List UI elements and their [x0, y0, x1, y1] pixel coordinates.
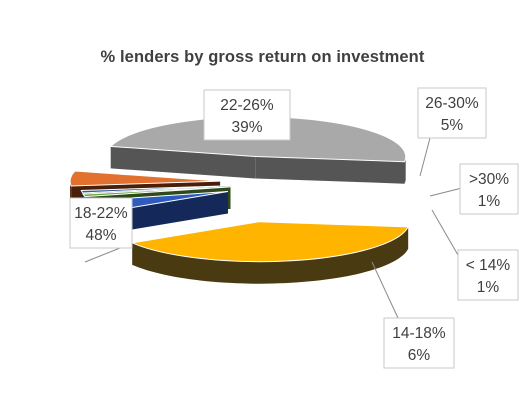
- data-label-3: < 14% 1%: [431, 209, 519, 301]
- category-label-3: < 14%: [466, 257, 511, 274]
- label-box-3: [457, 249, 519, 301]
- data-label-1: 26-30% 5%: [417, 87, 487, 177]
- data-label-2: >30% 1%: [429, 163, 519, 215]
- label-box-5: [69, 197, 133, 249]
- category-label-2: >30%: [469, 171, 509, 188]
- pie-slice-top-3: [80, 185, 231, 194]
- leader-line-5: [84, 247, 121, 263]
- value-label-1: 5%: [441, 117, 464, 134]
- leader-line-2: [429, 187, 463, 197]
- leader-line-1: [419, 137, 431, 177]
- data-label-0: 22-26% 39%: [203, 89, 291, 141]
- value-label-2: 1%: [478, 193, 501, 210]
- pie-slice-cut-5-1: [255, 156, 405, 184]
- value-label-5: 48%: [85, 227, 116, 244]
- label-box-0: [203, 89, 291, 141]
- label-box-1: [417, 87, 487, 139]
- label-box-2: [459, 163, 519, 215]
- category-label-0: 22-26%: [220, 97, 274, 114]
- leader-line-4: [371, 261, 399, 319]
- pie-slice-0: [130, 221, 409, 284]
- data-label-4: 14-18% 6%: [371, 261, 455, 369]
- pie-slice-side-0: [132, 226, 409, 284]
- value-label-0: 39%: [231, 119, 262, 136]
- data-label-5: 18-22% 48%: [69, 197, 133, 263]
- chart-title: % lenders by gross return on investment: [100, 48, 425, 66]
- value-label-4: 6%: [408, 347, 431, 364]
- category-label-4: 14-18%: [392, 325, 446, 342]
- pie-layers: [69, 116, 409, 284]
- category-label-1: 26-30%: [425, 95, 479, 112]
- callout-labels: 22-26% 39% 26-30% 5% >30% 1% < 14% 1% 14-18% 6% 18…: [69, 87, 519, 369]
- label-box-4: [383, 317, 455, 369]
- value-label-3: 1%: [477, 279, 500, 296]
- pie-slice-top-0: [130, 221, 409, 263]
- category-label-5: 18-22%: [74, 205, 128, 222]
- leader-line-3: [431, 209, 463, 263]
- pie-slice-side-5: [404, 155, 406, 184]
- pie-slice-top-4: [69, 170, 221, 187]
- pie-slice-top-2: [82, 186, 231, 198]
